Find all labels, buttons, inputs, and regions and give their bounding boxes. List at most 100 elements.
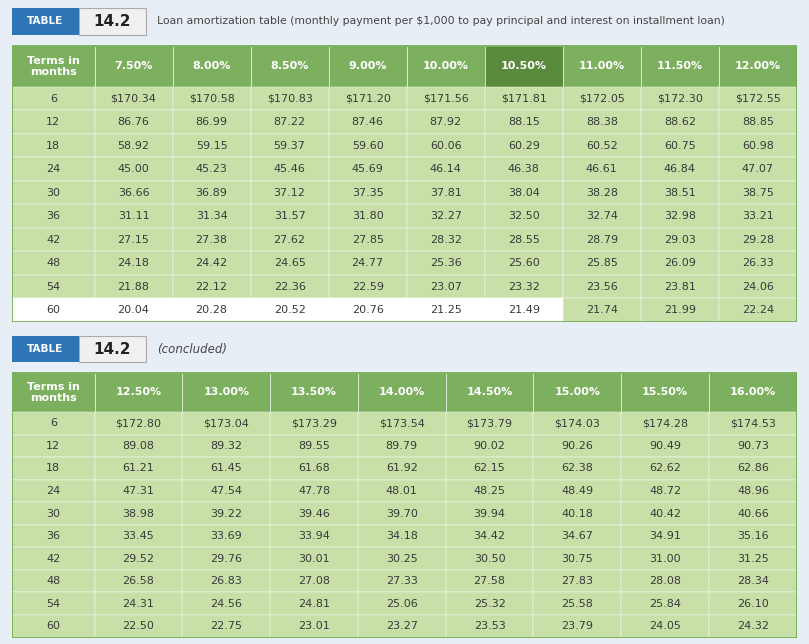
Text: 30.25: 30.25 bbox=[386, 554, 417, 564]
Text: 27.33: 27.33 bbox=[386, 576, 417, 586]
Text: 46.38: 46.38 bbox=[508, 164, 540, 174]
Text: $172.80: $172.80 bbox=[116, 419, 162, 428]
Text: 12: 12 bbox=[46, 441, 61, 451]
Bar bbox=[12, 87, 95, 110]
Text: 47.78: 47.78 bbox=[298, 486, 330, 496]
Bar bbox=[12, 435, 95, 457]
Text: 38.75: 38.75 bbox=[742, 187, 773, 198]
Bar bbox=[719, 46, 797, 87]
Text: (concluded): (concluded) bbox=[157, 343, 227, 355]
Text: $170.58: $170.58 bbox=[188, 93, 235, 104]
Bar bbox=[270, 502, 358, 525]
Bar bbox=[719, 157, 797, 181]
Text: 30.75: 30.75 bbox=[561, 554, 593, 564]
Text: 25.60: 25.60 bbox=[508, 258, 540, 269]
Bar bbox=[270, 480, 358, 502]
Bar bbox=[641, 181, 719, 204]
Text: 26.33: 26.33 bbox=[742, 258, 773, 269]
Text: 14.2: 14.2 bbox=[93, 14, 131, 29]
Bar bbox=[358, 547, 446, 570]
Text: 25.06: 25.06 bbox=[386, 599, 417, 609]
Text: 26.58: 26.58 bbox=[122, 576, 155, 586]
Text: $174.53: $174.53 bbox=[730, 419, 776, 428]
Text: 25.58: 25.58 bbox=[561, 599, 593, 609]
Text: 60.29: 60.29 bbox=[508, 140, 540, 151]
Text: 31.11: 31.11 bbox=[118, 211, 150, 221]
Text: 24.05: 24.05 bbox=[650, 621, 681, 631]
Text: 24: 24 bbox=[46, 164, 61, 174]
Text: 30.50: 30.50 bbox=[474, 554, 506, 564]
Text: 33.69: 33.69 bbox=[210, 531, 242, 541]
Bar bbox=[621, 412, 709, 435]
Bar bbox=[12, 181, 95, 204]
Text: 22.50: 22.50 bbox=[122, 621, 155, 631]
Text: TABLE: TABLE bbox=[28, 17, 64, 26]
Bar bbox=[446, 525, 533, 547]
Text: 28.32: 28.32 bbox=[430, 234, 462, 245]
Bar bbox=[533, 480, 621, 502]
Text: 37.81: 37.81 bbox=[430, 187, 462, 198]
Text: 62.62: 62.62 bbox=[650, 464, 681, 473]
Text: 21.99: 21.99 bbox=[664, 305, 696, 316]
Text: 25.36: 25.36 bbox=[430, 258, 462, 269]
Bar bbox=[446, 412, 533, 435]
Bar bbox=[328, 251, 407, 275]
Bar bbox=[172, 157, 251, 181]
Text: 23.81: 23.81 bbox=[664, 281, 696, 292]
Bar bbox=[12, 251, 95, 275]
Bar bbox=[719, 275, 797, 298]
Bar bbox=[182, 502, 270, 525]
Text: 38.04: 38.04 bbox=[508, 187, 540, 198]
Bar bbox=[12, 570, 95, 592]
Text: 23.27: 23.27 bbox=[386, 621, 417, 631]
Text: Terms in
months: Terms in months bbox=[27, 55, 80, 77]
Text: 21.88: 21.88 bbox=[117, 281, 150, 292]
Bar bbox=[270, 373, 358, 412]
Bar bbox=[719, 251, 797, 275]
Text: 48: 48 bbox=[46, 258, 61, 269]
Text: 28.08: 28.08 bbox=[649, 576, 681, 586]
Bar bbox=[328, 298, 407, 322]
Bar bbox=[270, 412, 358, 435]
Text: 27.38: 27.38 bbox=[196, 234, 227, 245]
Text: 20.28: 20.28 bbox=[196, 305, 227, 316]
Bar bbox=[182, 547, 270, 570]
Text: 25.84: 25.84 bbox=[649, 599, 681, 609]
Text: $171.20: $171.20 bbox=[345, 93, 391, 104]
Text: 12.00%: 12.00% bbox=[735, 61, 781, 71]
Bar bbox=[358, 435, 446, 457]
Bar bbox=[485, 110, 563, 134]
Text: 27.15: 27.15 bbox=[117, 234, 150, 245]
Text: 46.84: 46.84 bbox=[664, 164, 696, 174]
Text: 38.28: 38.28 bbox=[586, 187, 618, 198]
Text: 24.42: 24.42 bbox=[196, 258, 227, 269]
Text: 24.18: 24.18 bbox=[117, 258, 150, 269]
Bar bbox=[172, 275, 251, 298]
Bar bbox=[95, 228, 172, 251]
Text: 22.12: 22.12 bbox=[196, 281, 227, 292]
Text: 36.66: 36.66 bbox=[118, 187, 150, 198]
Bar bbox=[12, 298, 95, 322]
Text: 23.01: 23.01 bbox=[299, 621, 330, 631]
Text: 28.79: 28.79 bbox=[586, 234, 618, 245]
Text: 39.46: 39.46 bbox=[298, 509, 330, 518]
Bar bbox=[12, 134, 95, 157]
Bar bbox=[641, 157, 719, 181]
Bar bbox=[621, 457, 709, 480]
Bar bbox=[485, 298, 563, 322]
Text: 22.75: 22.75 bbox=[210, 621, 242, 631]
Bar bbox=[407, 181, 485, 204]
Text: 45.00: 45.00 bbox=[117, 164, 150, 174]
Text: 89.79: 89.79 bbox=[386, 441, 418, 451]
Bar bbox=[270, 592, 358, 615]
Text: 23.79: 23.79 bbox=[561, 621, 593, 631]
Text: 61.45: 61.45 bbox=[210, 464, 242, 473]
Text: 48.01: 48.01 bbox=[386, 486, 417, 496]
Text: 15.50%: 15.50% bbox=[642, 388, 688, 397]
Text: $173.79: $173.79 bbox=[467, 419, 513, 428]
Text: 10.00%: 10.00% bbox=[422, 61, 468, 71]
Text: 24.06: 24.06 bbox=[742, 281, 773, 292]
Bar bbox=[251, 87, 328, 110]
Text: 12: 12 bbox=[46, 117, 61, 127]
Bar bbox=[328, 275, 407, 298]
